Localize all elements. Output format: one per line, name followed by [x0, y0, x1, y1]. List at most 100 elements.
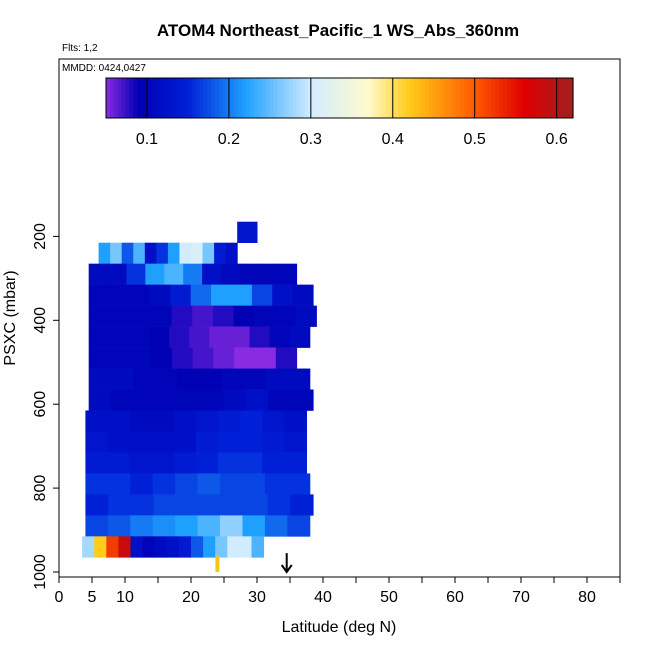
- x-tick-label: 70: [512, 589, 530, 606]
- heatmap-cell: [130, 347, 152, 369]
- heatmap-cell: [109, 284, 130, 306]
- heatmap-cell: [183, 263, 203, 285]
- heatmap-cell: [128, 326, 150, 348]
- colorbar-tick-label: 0.6: [545, 131, 567, 148]
- colorbar-swatch: [526, 78, 531, 118]
- y-tick-label: 800: [32, 475, 49, 502]
- colorbar-swatch: [405, 78, 411, 118]
- colorbar-swatch: [358, 78, 364, 118]
- heatmap-cell: [191, 242, 204, 264]
- dates-label: MMDD: 0424,0427: [62, 63, 146, 74]
- heatmap-cell: [284, 410, 307, 432]
- heatmap-cell: [94, 536, 107, 558]
- heatmap-cell: [195, 431, 219, 453]
- heatmap-cell: [126, 263, 146, 285]
- heatmap-cell: [177, 368, 200, 390]
- heatmap-cell: [88, 326, 110, 348]
- colorbar-swatch: [141, 78, 146, 118]
- colorbar-swatch: [506, 78, 512, 118]
- heatmap-cell: [240, 452, 263, 474]
- colorbar-swatch: [265, 78, 271, 118]
- colorbar-swatch: [541, 78, 547, 118]
- heatmap-cell: [218, 431, 241, 453]
- x-tick-label: 0: [55, 589, 64, 606]
- colorbar-swatch: [106, 78, 111, 118]
- heatmap-cell: [287, 515, 311, 537]
- colorbar-swatch: [230, 78, 236, 118]
- colorbar-swatch: [510, 78, 516, 118]
- heatmap-cell: [267, 494, 291, 516]
- heatmap-cell: [154, 536, 168, 558]
- heatmap-cell: [152, 473, 176, 495]
- colorbar-swatch: [382, 78, 387, 118]
- heatmap-cell: [290, 494, 314, 516]
- heatmap-cell: [129, 284, 151, 306]
- heatmap-cell: [262, 410, 285, 432]
- heatmap-cell: [166, 536, 180, 558]
- heatmap-cell: [130, 536, 144, 558]
- colorbar-swatch: [273, 78, 278, 118]
- colorbar-swatch: [471, 78, 477, 118]
- colorbar-swatch: [323, 78, 329, 118]
- heatmap-cell: [264, 515, 288, 537]
- colorbar-swatch: [499, 78, 504, 118]
- heatmap-cell: [164, 263, 184, 285]
- heatmap-cell: [231, 284, 253, 306]
- heatmap-cell: [195, 452, 219, 474]
- colorbar-swatch: [491, 78, 496, 118]
- heatmap-cell: [108, 326, 130, 348]
- heatmap-cell: [192, 347, 214, 369]
- colorbar-swatch: [199, 78, 204, 118]
- heatmap-cell: [107, 515, 131, 537]
- heatmap-cell: [88, 263, 109, 285]
- colorbar-swatch: [421, 78, 426, 118]
- colorbar-tick-label: 0.5: [464, 131, 486, 148]
- heatmap-cell: [121, 242, 134, 264]
- colorbar-swatch: [179, 78, 185, 118]
- colorbar-swatch: [343, 78, 348, 118]
- colorbar-swatch: [148, 78, 154, 118]
- heatmap-cell: [202, 263, 222, 285]
- colorbar-swatch: [464, 78, 469, 118]
- heatmap-cell: [218, 452, 241, 474]
- heatmap-cell: [173, 431, 197, 453]
- colorbar-swatch: [401, 78, 407, 118]
- colorbar-swatch: [429, 78, 434, 118]
- heatmap-cell: [150, 305, 172, 327]
- heatmap-cell: [88, 305, 110, 327]
- colorbar-swatch: [370, 78, 376, 118]
- heatmap-cell: [179, 242, 192, 264]
- heatmap-cell: [197, 515, 221, 537]
- heatmap-cell: [178, 536, 192, 558]
- colorbar-swatch: [335, 78, 341, 118]
- heatmap-cell: [107, 452, 131, 474]
- heatmap-cell: [225, 242, 238, 264]
- heatmap-cell: [242, 473, 266, 495]
- heatmap-cell: [264, 473, 288, 495]
- colorbar-swatch: [160, 78, 165, 118]
- flights-label: Flts: 1,2: [62, 43, 98, 54]
- heatmap-cell: [221, 368, 244, 390]
- heatmap-cell: [197, 473, 221, 495]
- heatmap-cell: [200, 389, 224, 411]
- colorbar-swatch: [425, 78, 430, 118]
- heatmap-cell: [129, 431, 153, 453]
- heatmap-cell: [144, 242, 157, 264]
- heatmap-cell: [156, 242, 169, 264]
- x-tick-label: 5: [88, 589, 97, 606]
- colorbar-swatch: [257, 78, 263, 118]
- heatmap-cell: [110, 242, 123, 264]
- heatmap-cell: [133, 389, 157, 411]
- colorbar-swatch: [495, 78, 500, 118]
- heatmap-cell: [215, 536, 228, 558]
- chart-title: ATOM4 Northeast_Pacific_1 WS_Abs_360nm: [157, 21, 519, 40]
- heatmap-cell: [220, 515, 243, 537]
- colorbar-swatch: [121, 78, 127, 118]
- colorbar-swatch: [530, 78, 535, 118]
- heatmap-cell: [239, 536, 252, 558]
- heatmap-cell: [108, 494, 132, 516]
- colorbar-swatch: [300, 78, 306, 118]
- colorbar-swatch: [351, 78, 356, 118]
- colorbar-swatch: [238, 78, 243, 118]
